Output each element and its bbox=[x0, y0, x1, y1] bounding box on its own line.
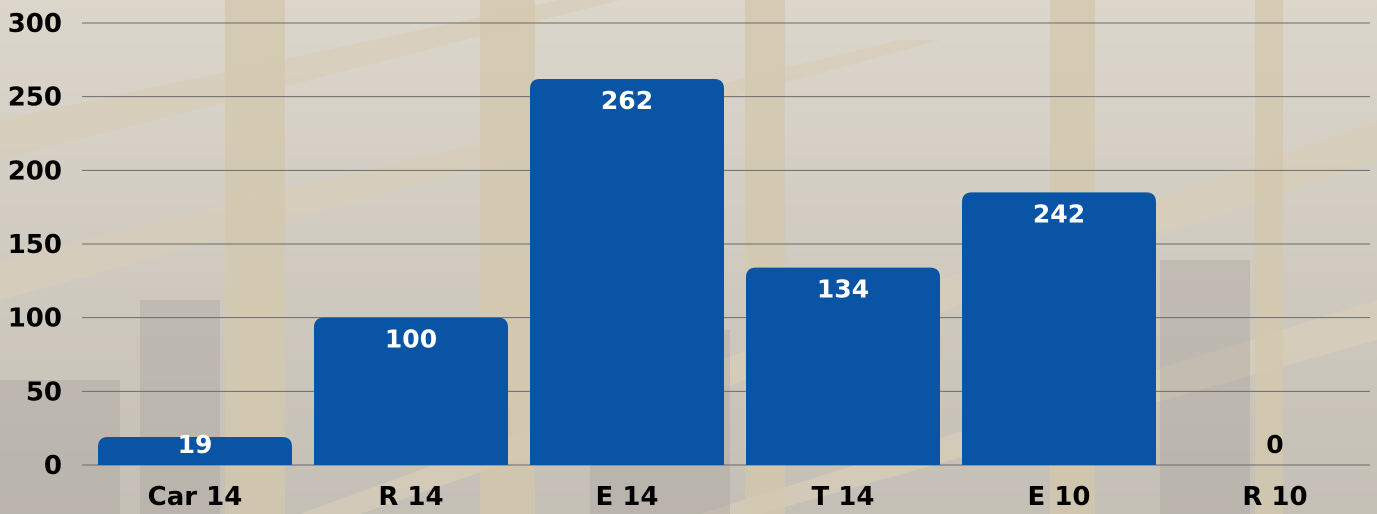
y-tick-label: 300 bbox=[8, 9, 62, 39]
bars bbox=[98, 78, 1156, 465]
gridlines bbox=[82, 22, 1370, 466]
y-tick-label: 0 bbox=[44, 451, 62, 481]
x-tick-label: E 14 bbox=[596, 482, 659, 512]
x-tick-label: Car 14 bbox=[148, 482, 243, 512]
y-tick-label: 250 bbox=[8, 83, 62, 113]
x-tick-label: R 14 bbox=[378, 482, 443, 512]
bar bbox=[746, 267, 940, 465]
data-label: 19 bbox=[178, 430, 213, 459]
data-label: 100 bbox=[385, 325, 437, 354]
data-label: 242 bbox=[1033, 199, 1085, 228]
y-axis-ticks: 0 50 100 150 200 250 300 bbox=[8, 9, 62, 481]
bar bbox=[530, 78, 724, 465]
y-tick-label: 100 bbox=[8, 304, 62, 334]
x-tick-label: T 14 bbox=[812, 482, 875, 512]
bar bbox=[314, 317, 508, 465]
data-label: 0 bbox=[1266, 430, 1283, 459]
x-tick-label: E 10 bbox=[1028, 482, 1091, 512]
y-tick-label: 200 bbox=[8, 156, 62, 186]
data-label: 262 bbox=[601, 86, 653, 115]
y-tick-label: 50 bbox=[26, 377, 62, 407]
x-tick-label: R 10 bbox=[1242, 482, 1307, 512]
x-axis-ticks: Car 14 R 14 E 14 T 14 E 10 R 10 bbox=[148, 482, 1308, 512]
bar bbox=[962, 192, 1156, 465]
data-label: 134 bbox=[817, 275, 869, 304]
y-tick-label: 150 bbox=[8, 230, 62, 260]
data-labels: 19 100 262 134 242 0 bbox=[178, 86, 1284, 459]
bar bbox=[98, 437, 292, 465]
